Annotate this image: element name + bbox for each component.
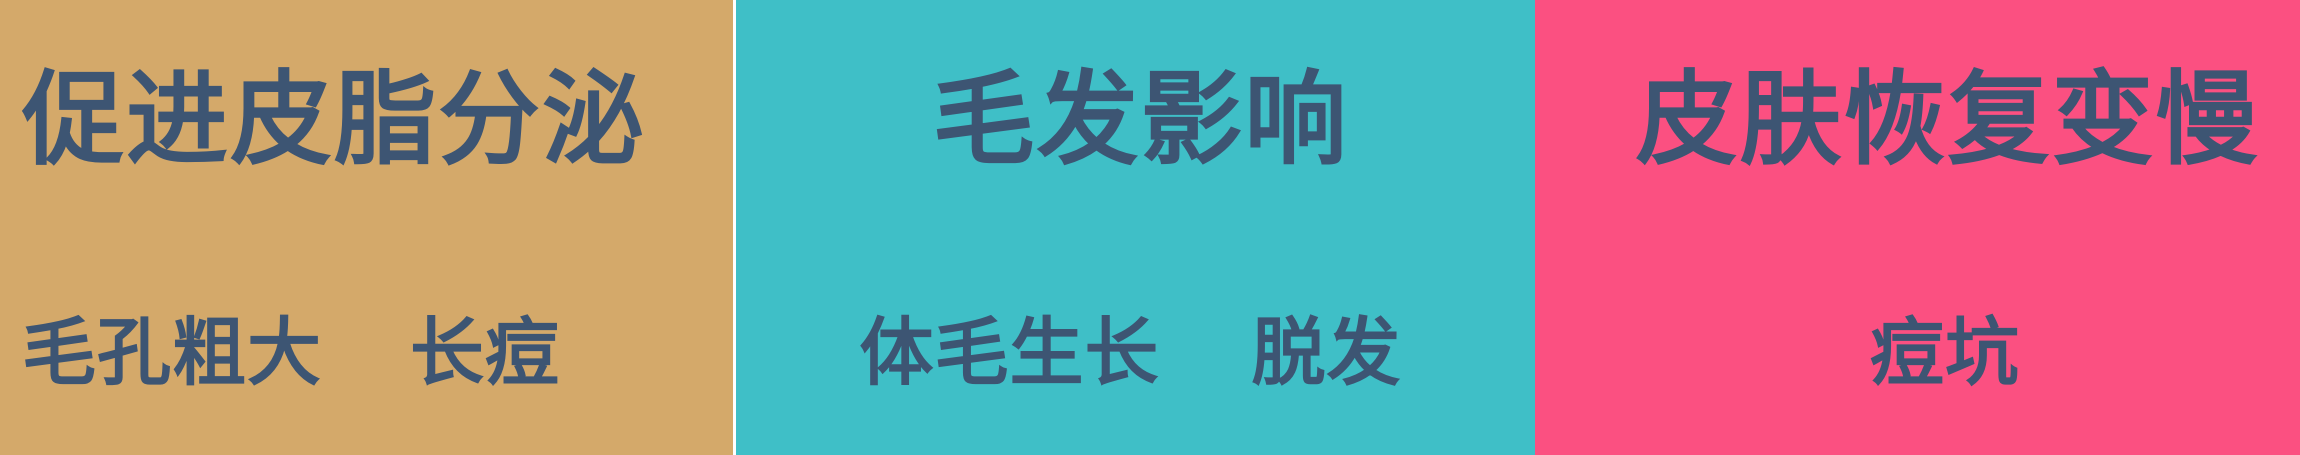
panel-skin-recovery: 皮肤恢复变慢 痘坑 [1535, 0, 2300, 455]
panel-title: 促进皮脂分泌 [22, 60, 646, 180]
panel-title: 毛发影响 [932, 60, 1349, 180]
panel-item: 痘坑 [1870, 310, 2020, 396]
panel-sebum: 促进皮脂分泌 毛孔粗大 长痘 [0, 0, 733, 455]
panel-items: 痘坑 [1535, 298, 2300, 408]
panel-items: 体毛生长 脱发 [736, 298, 1535, 408]
panel-title: 皮肤恢复变慢 [1635, 60, 2260, 180]
panel-item: 长痘 [410, 310, 560, 396]
panel-hair: 毛发影响 体毛生长 脱发 [736, 0, 1535, 455]
panel-items: 毛孔粗大 长痘 [0, 298, 733, 408]
panel-item: 脱发 [1251, 310, 1402, 396]
panel-item: 毛孔粗大 [22, 310, 322, 396]
panel-item: 体毛生长 [859, 310, 1160, 396]
